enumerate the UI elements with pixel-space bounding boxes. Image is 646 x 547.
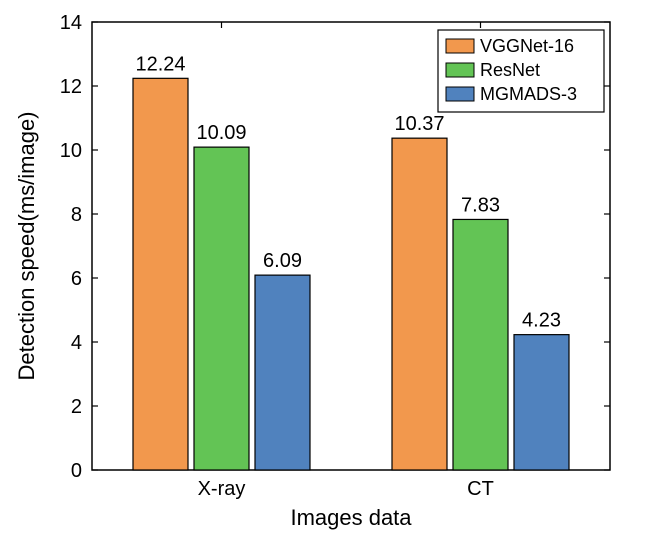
bar [194, 147, 249, 470]
chart-svg: 0 2 4 6 8 10 12 14 X-ray 12.24 10.09 6.09 CT 10.37 7.8… [0, 0, 646, 547]
bar-value-label: 12.24 [135, 53, 185, 75]
bar-value-label: 6.09 [263, 250, 302, 272]
bar [133, 78, 188, 470]
y-tick-label: 0 [71, 460, 82, 482]
bar-value-label: 7.83 [461, 194, 500, 216]
detection-speed-chart: 0 2 4 6 8 10 12 14 X-ray 12.24 10.09 6.09 CT 10.37 7.8… [0, 0, 646, 547]
y-tick-label: 6 [71, 268, 82, 290]
legend-label: ResNet [480, 60, 540, 80]
legend-swatch [446, 63, 474, 77]
x-axis-label: Images data [290, 505, 412, 530]
legend-swatch [446, 39, 474, 53]
y-tick-label: 12 [60, 76, 82, 98]
bar [255, 275, 310, 470]
bar-value-label: 10.37 [394, 113, 444, 135]
bar-value-label: 4.23 [522, 310, 561, 332]
bar-value-label: 10.09 [196, 122, 246, 144]
legend-label: MGMADS-3 [480, 84, 577, 104]
y-axis-label: Detection speed(ms/image) [14, 111, 39, 380]
y-tick-label: 8 [71, 204, 82, 226]
y-tick-label: 10 [60, 140, 82, 162]
bar [514, 335, 569, 470]
bar [392, 138, 447, 470]
legend-label: VGGNet-16 [480, 36, 574, 56]
x-tick-label: X-ray [198, 478, 246, 500]
y-tick-label: 14 [60, 12, 82, 34]
y-tick-label: 4 [71, 332, 82, 354]
legend-swatch [446, 87, 474, 101]
bar [453, 219, 508, 470]
x-tick-label: CT [467, 478, 494, 500]
y-tick-label: 2 [71, 396, 82, 418]
